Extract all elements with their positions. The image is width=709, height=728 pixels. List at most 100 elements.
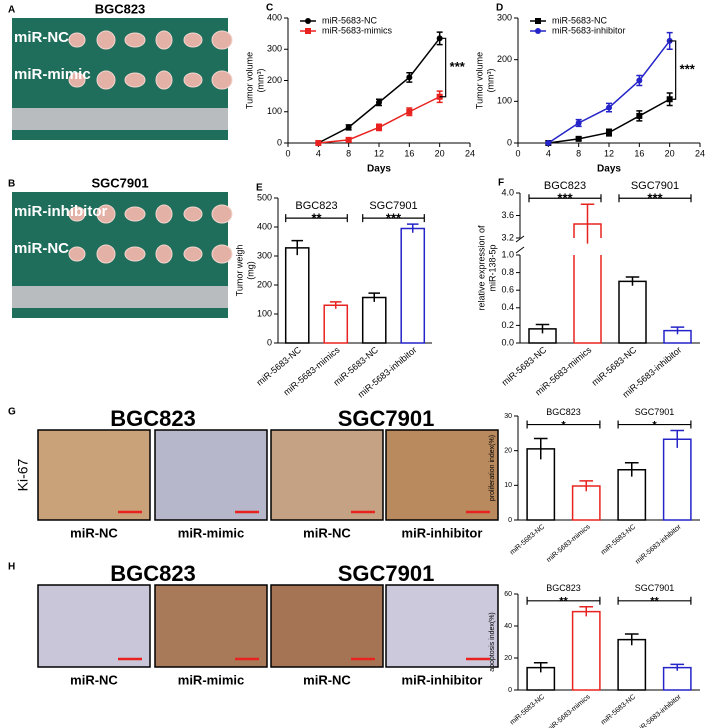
tumor bbox=[155, 244, 173, 264]
y-tick-label: 10 bbox=[504, 482, 512, 489]
error-bar bbox=[624, 462, 639, 477]
panel-letter: G bbox=[8, 407, 16, 418]
tumor bbox=[96, 70, 116, 90]
y-tick-label: 200 bbox=[497, 54, 512, 64]
x-tick-label: miR-5683-NC bbox=[600, 524, 637, 557]
tumor bbox=[96, 30, 116, 50]
x-tick-label: 4 bbox=[546, 148, 551, 158]
significance-label: * bbox=[561, 419, 566, 431]
tumor bbox=[183, 206, 203, 222]
point bbox=[606, 129, 612, 136]
significance-label: *** bbox=[647, 191, 663, 206]
y-tick-label: 300 bbox=[497, 12, 512, 22]
x-tick-label: 20 bbox=[435, 148, 445, 158]
tumor bbox=[124, 246, 146, 262]
ihc-caption: miR-inhibitor bbox=[402, 525, 483, 540]
y-tick-label: 0 bbox=[277, 137, 282, 147]
point bbox=[636, 77, 643, 84]
significance-bracket bbox=[526, 596, 601, 605]
tumor bbox=[96, 204, 116, 224]
ihc-title: SGC7901 bbox=[338, 561, 435, 586]
point bbox=[406, 108, 413, 115]
y-tick-label: 20 bbox=[504, 448, 512, 455]
significance-bracket bbox=[526, 420, 601, 429]
x-tick-label: 8 bbox=[346, 148, 351, 158]
ihc-caption: miR-NC bbox=[70, 672, 118, 687]
tumor bbox=[124, 206, 146, 222]
y-tick-label: 0 bbox=[508, 517, 512, 524]
x-tick-label: 16 bbox=[634, 148, 644, 158]
legend-label: miR-5683-inhibitor bbox=[552, 25, 626, 35]
point bbox=[636, 112, 643, 119]
group-label: BGC823 bbox=[546, 583, 581, 593]
y-tick-label: 300 bbox=[267, 44, 282, 54]
photo-label: miR-NC bbox=[14, 29, 69, 46]
y-axis-label: Tumor volume bbox=[244, 52, 254, 109]
y-axis-label: Tumor weigh bbox=[234, 245, 244, 297]
significance-bracket bbox=[528, 194, 602, 203]
tumor bbox=[155, 30, 173, 50]
tumor bbox=[183, 72, 203, 88]
tumor bbox=[155, 70, 173, 90]
bar bbox=[526, 666, 556, 691]
ruler bbox=[12, 286, 228, 308]
x-tick-label: miR-5683-mimics bbox=[546, 693, 593, 728]
x-tick-label: miR-5683-NC bbox=[600, 694, 637, 727]
series-line bbox=[547, 40, 671, 144]
significance-label: * bbox=[652, 419, 657, 431]
tumor bbox=[211, 204, 233, 224]
bar bbox=[662, 438, 692, 521]
error-bar bbox=[625, 276, 640, 286]
significance-label: *** bbox=[450, 59, 466, 74]
ihc-image bbox=[154, 429, 268, 521]
y-tick-label: 0 bbox=[267, 337, 272, 347]
x-tick-label: 24 bbox=[695, 148, 705, 158]
bar bbox=[400, 227, 426, 344]
y-tick-label: 1.0 bbox=[501, 249, 514, 259]
ihc-image bbox=[37, 584, 151, 668]
group-label: SGC7901 bbox=[635, 407, 675, 417]
ihc-image bbox=[385, 584, 499, 668]
group-label: BGC823 bbox=[544, 180, 586, 192]
y-axis-label: proliferation index(%) bbox=[489, 435, 496, 501]
error-bar bbox=[579, 606, 594, 617]
error-bar bbox=[670, 429, 685, 448]
x-tick-label: 4 bbox=[316, 148, 321, 158]
significance-bracket bbox=[669, 40, 677, 100]
tumor bbox=[183, 32, 203, 48]
y-tick-label: 0.0 bbox=[501, 337, 514, 347]
x-tick-label: 20 bbox=[665, 148, 675, 158]
error-bar bbox=[580, 203, 595, 244]
ihc-image bbox=[385, 429, 499, 521]
bar bbox=[617, 638, 647, 691]
bar bbox=[617, 468, 647, 521]
x-tick-label: 0 bbox=[515, 148, 520, 158]
y-axis-label: (mm³) bbox=[255, 69, 265, 93]
bar bbox=[571, 610, 601, 691]
significance-bracket bbox=[285, 214, 348, 223]
legend-marker bbox=[305, 28, 311, 34]
y-axis-label: (mm³) bbox=[485, 69, 495, 93]
legend-marker bbox=[305, 18, 311, 24]
x-tick-label: 12 bbox=[604, 148, 614, 158]
point bbox=[545, 140, 552, 146]
y-tick-label: 400 bbox=[267, 12, 282, 22]
group-label: SGC7901 bbox=[635, 583, 675, 593]
point bbox=[606, 104, 612, 111]
ihc-caption: miR-mimic bbox=[178, 525, 244, 540]
group-label: BGC823 bbox=[546, 407, 581, 417]
ihc-caption: miR-NC bbox=[303, 525, 351, 540]
significance-label: ** bbox=[311, 211, 322, 226]
y-tick-label: 40 bbox=[504, 623, 512, 630]
ihc-title: SGC7901 bbox=[338, 406, 435, 431]
ihc-image bbox=[270, 584, 384, 668]
y-tick-label: 200 bbox=[257, 279, 272, 289]
error-bar bbox=[624, 633, 639, 646]
y-tick-label: 0.8 bbox=[501, 267, 514, 277]
bar bbox=[284, 247, 310, 344]
x-axis-label: Days bbox=[597, 164, 621, 175]
legend-label: miR-5683-NC bbox=[552, 15, 608, 25]
bar bbox=[663, 329, 692, 344]
y-tick-label: 20 bbox=[504, 655, 512, 662]
tumor bbox=[211, 244, 233, 264]
